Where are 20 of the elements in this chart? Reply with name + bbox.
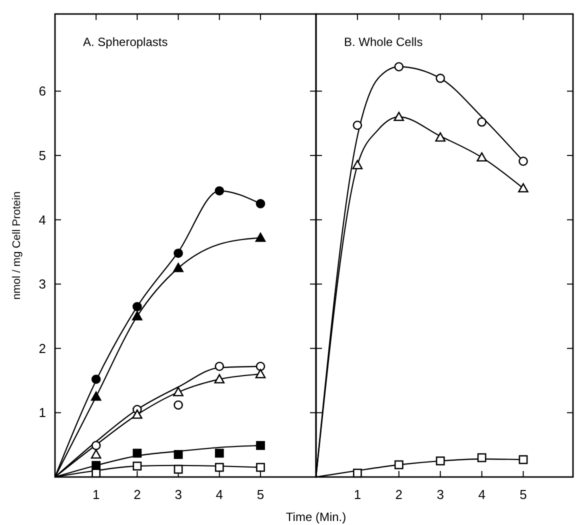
y-tick-label: 3 — [38, 276, 46, 292]
y-tick-label: 1 — [38, 405, 46, 420]
y-tick-label: 4 — [38, 212, 46, 228]
x-tick-label: 1 — [92, 487, 100, 502]
text: A. Spheroplasts — [83, 35, 168, 49]
y-tick-label: 2 — [38, 340, 46, 356]
x-tick-label: 3 — [174, 487, 182, 502]
y-tick-label: 5 — [38, 148, 46, 164]
text: B. Whole Cells — [344, 35, 423, 49]
x-tick-label: 2 — [134, 487, 141, 502]
x-tick-label: 4 — [478, 487, 486, 502]
x-tick-label: 1 — [354, 487, 362, 502]
x-tick-label: 3 — [436, 487, 444, 502]
x-tick-label: 2 — [395, 487, 403, 502]
x-tick-label: 5 — [520, 487, 527, 502]
x-axis-title: Time (Min.) — [286, 510, 346, 524]
y-axis-title: nmol / mg Cell Protein — [11, 191, 23, 300]
y-tick-label: 6 — [38, 84, 46, 99]
x-tick-label: 5 — [256, 487, 264, 502]
x-tick-label: 4 — [216, 487, 224, 502]
